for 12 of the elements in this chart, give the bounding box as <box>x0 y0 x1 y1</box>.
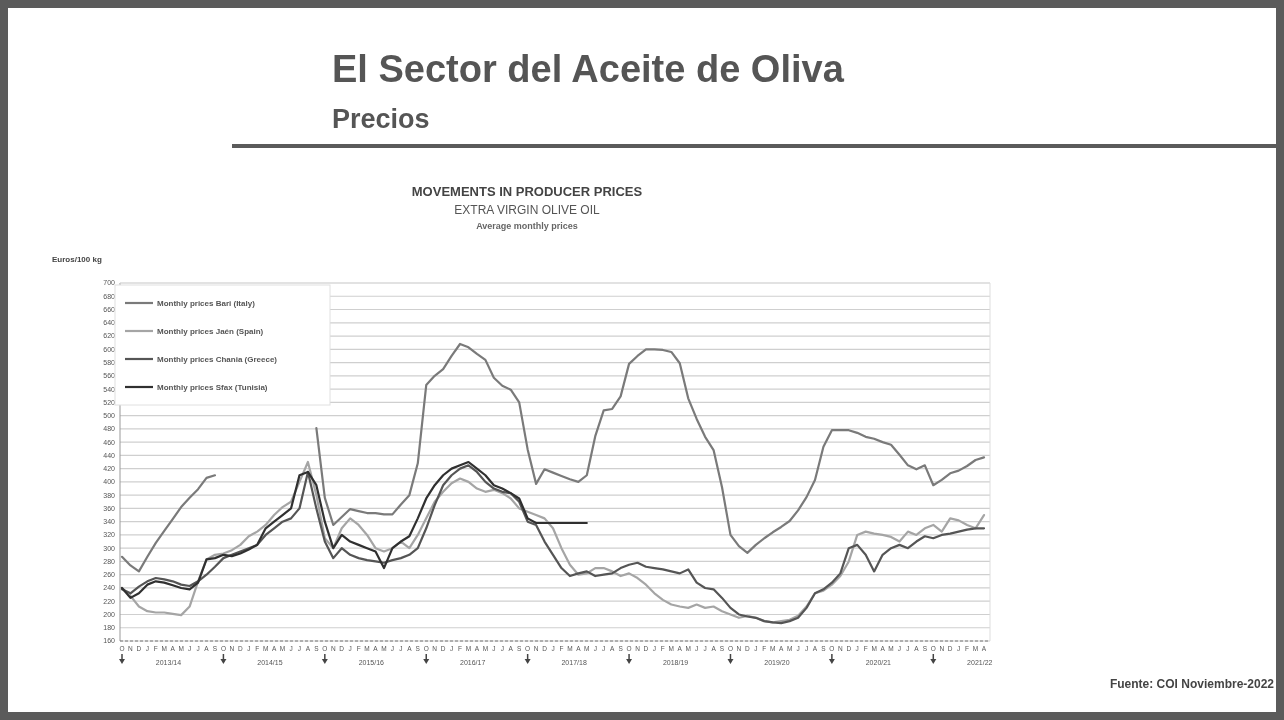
legend-label: Monthly prices Sfax (Tunisia) <box>157 382 268 392</box>
source-note: Fuente: COI Noviembre-2022 <box>1109 677 1275 691</box>
line-series <box>120 460 588 600</box>
y-axis-title: Euros/100 kg <box>52 255 102 264</box>
legend-label: Monthly prices Chania (Greece) <box>157 354 278 364</box>
chart-subtitle: EXTRA VIRGIN OLIVE OIL <box>454 203 601 217</box>
text: El Sector del Aceite de Oliva <box>332 48 845 90</box>
chart-title: MOVEMENTS IN PRODUCER PRICES <box>411 184 643 199</box>
legend-label: Monthly prices Jaén (Spain) <box>157 326 264 336</box>
text: Precios <box>332 104 430 134</box>
text: Average monthly prices <box>476 221 578 231</box>
legend-label: Monthly prices Bari (Italy) <box>157 298 256 308</box>
